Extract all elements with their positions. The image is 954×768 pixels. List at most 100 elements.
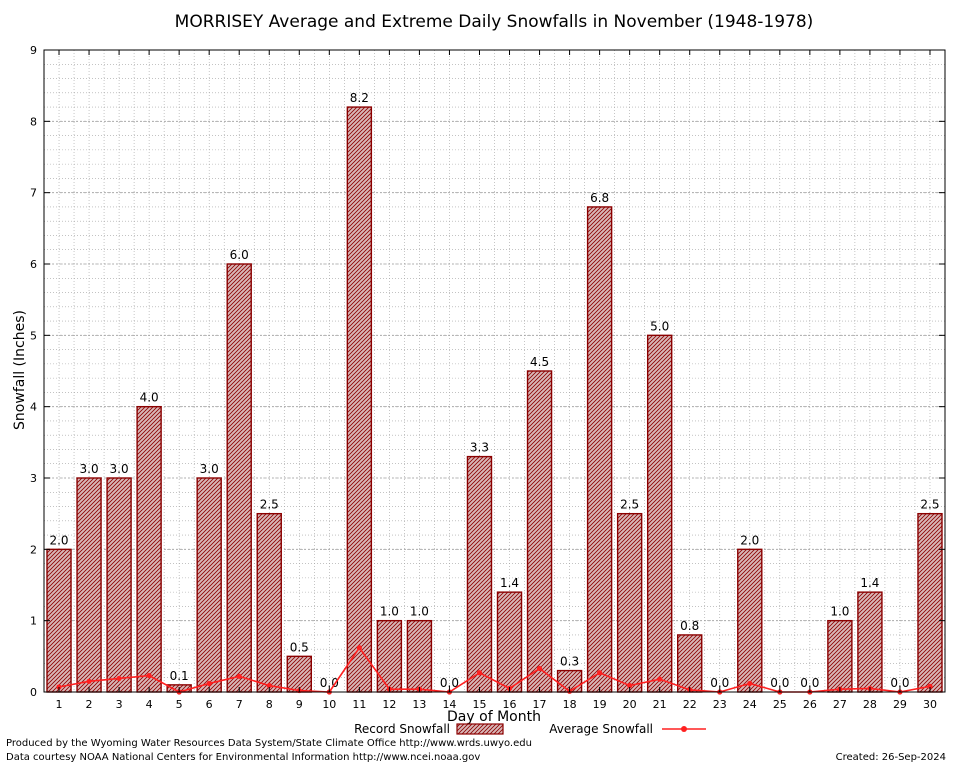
bar-value-label: 2.5 [620, 498, 639, 512]
chart-title: MORRISEY Average and Extreme Daily Snowf… [175, 12, 814, 32]
bar-value-label: 2.0 [740, 533, 759, 547]
bar-value-label: 1.4 [860, 576, 879, 590]
bar-day-12 [376, 619, 403, 693]
y-tick-label: 2 [30, 543, 37, 556]
x-tick-label: 23 [713, 698, 727, 711]
x-tick-label: 7 [236, 698, 243, 711]
x-tick-label: 27 [833, 698, 847, 711]
bar-value-label: 6.0 [230, 248, 249, 262]
x-tick-label: 8 [266, 698, 273, 711]
x-tick-label: 21 [653, 698, 667, 711]
x-tick-label: 14 [442, 698, 456, 711]
grid [43, 49, 946, 693]
bar-value-label: 1.4 [500, 576, 519, 590]
bar-value-label: 0.3 [560, 655, 579, 669]
average-point-day-21 [657, 676, 663, 682]
average-point-day-7 [236, 673, 242, 679]
bar-day-21 [646, 334, 673, 693]
bar-day-11 [346, 106, 373, 693]
bar-value-label: 3.0 [110, 462, 129, 476]
bar-day-27 [827, 619, 853, 693]
x-tick-label: 1 [56, 698, 63, 711]
bar-day-9 [286, 655, 312, 693]
bar-day-17 [526, 370, 553, 693]
x-axis-label: Day of Month [447, 709, 541, 725]
footer-created-date: Created: 26-Sep-2024 [835, 752, 946, 763]
x-tick-label: 29 [893, 698, 907, 711]
x-tick-label: 4 [146, 698, 153, 711]
bar-value-label: 0.8 [680, 619, 699, 633]
average-point-day-30 [927, 683, 933, 689]
footer-produced-by: Produced by the Wyoming Water Resources … [6, 738, 532, 749]
bar-value-label: 2.5 [920, 498, 939, 512]
bar-day-4 [136, 405, 162, 693]
bar-day-24 [737, 548, 763, 693]
bar-value-label: 1.0 [830, 605, 849, 619]
average-point-day-3 [116, 675, 122, 682]
legend-record-label: Record Snowfall [354, 722, 450, 736]
average-point-day-6 [206, 680, 212, 687]
x-tick-label: 2 [86, 698, 93, 711]
x-tick-label: 18 [563, 698, 577, 711]
y-tick-label: 1 [30, 615, 37, 628]
bar-day-7 [226, 263, 252, 693]
bar-value-label: 5.0 [650, 319, 669, 333]
y-tick-label: 8 [30, 115, 37, 128]
bar-day-30 [917, 512, 943, 693]
bar-value-label: 0.0 [770, 676, 789, 690]
bar-value-label: 6.8 [590, 191, 609, 205]
bar-day-8 [256, 512, 282, 693]
bar-value-label: 0.0 [890, 676, 909, 690]
bar-day-3 [106, 477, 132, 693]
bar-day-2 [76, 477, 102, 693]
y-tick-label: 4 [30, 401, 37, 414]
legend: Record Snowfall Average Snowfall [354, 722, 706, 736]
x-tick-label: 6 [206, 698, 213, 711]
bar-value-label: 0.0 [710, 676, 729, 690]
x-tick-label: 3 [116, 698, 123, 711]
x-tick-label: 24 [743, 698, 757, 711]
bar-value-label: 0.5 [290, 640, 309, 654]
bar-value-label: 0.1 [170, 669, 189, 683]
average-point-day-17 [536, 665, 543, 672]
average-point-day-24 [747, 680, 753, 687]
bar-series: 2.0 3.0 3.0 4.0 0.1 3.0 6.0 2.5 0.5 0.0 8.2 1.0 1.0 0… [46, 91, 943, 693]
y-tick-label: 0 [30, 686, 37, 699]
y-tick-label: 9 [30, 44, 37, 57]
bar-value-label: 4.5 [530, 355, 549, 369]
bar-value-label: 0.0 [320, 676, 339, 690]
y-tick-label: 6 [30, 258, 37, 271]
y-axis-label: Snowfall (Inches) [12, 310, 28, 430]
y-tick-label: 3 [30, 472, 37, 485]
average-point-day-20 [627, 682, 633, 689]
average-point-day-4 [146, 672, 152, 679]
x-tick-label: 26 [803, 698, 817, 711]
bar-value-label: 8.2 [350, 91, 369, 105]
y-tick-label: 7 [30, 187, 37, 200]
bar-day-13 [406, 619, 433, 693]
x-tick-label: 22 [683, 698, 697, 711]
footer-data-courtesy: Data courtesy NOAA National Centers for … [6, 752, 481, 763]
bar-value-label: 3.0 [80, 462, 99, 476]
x-tick-label: 9 [296, 698, 303, 711]
average-point-day-15 [476, 670, 483, 676]
average-point-day-19 [597, 670, 603, 676]
bar-value-label: 3.0 [200, 462, 219, 476]
average-point-day-8 [266, 682, 272, 689]
bar-day-28 [857, 591, 883, 693]
x-tick-label: 20 [623, 698, 637, 711]
x-tick-label: 5 [176, 698, 183, 711]
bar-value-label: 2.0 [49, 533, 68, 547]
bar-value-label: 3.3 [470, 441, 489, 455]
x-tick-label: 13 [412, 698, 426, 711]
bar-day-19 [586, 206, 613, 693]
legend-record-swatch [456, 723, 504, 735]
x-tick-label: 25 [773, 698, 787, 711]
average-point-day-11 [356, 645, 362, 651]
plot-frame [43, 49, 946, 693]
x-tick-label: 30 [923, 698, 937, 711]
bar-value-label: 0.0 [800, 676, 819, 690]
average-point-day-2 [86, 678, 92, 684]
